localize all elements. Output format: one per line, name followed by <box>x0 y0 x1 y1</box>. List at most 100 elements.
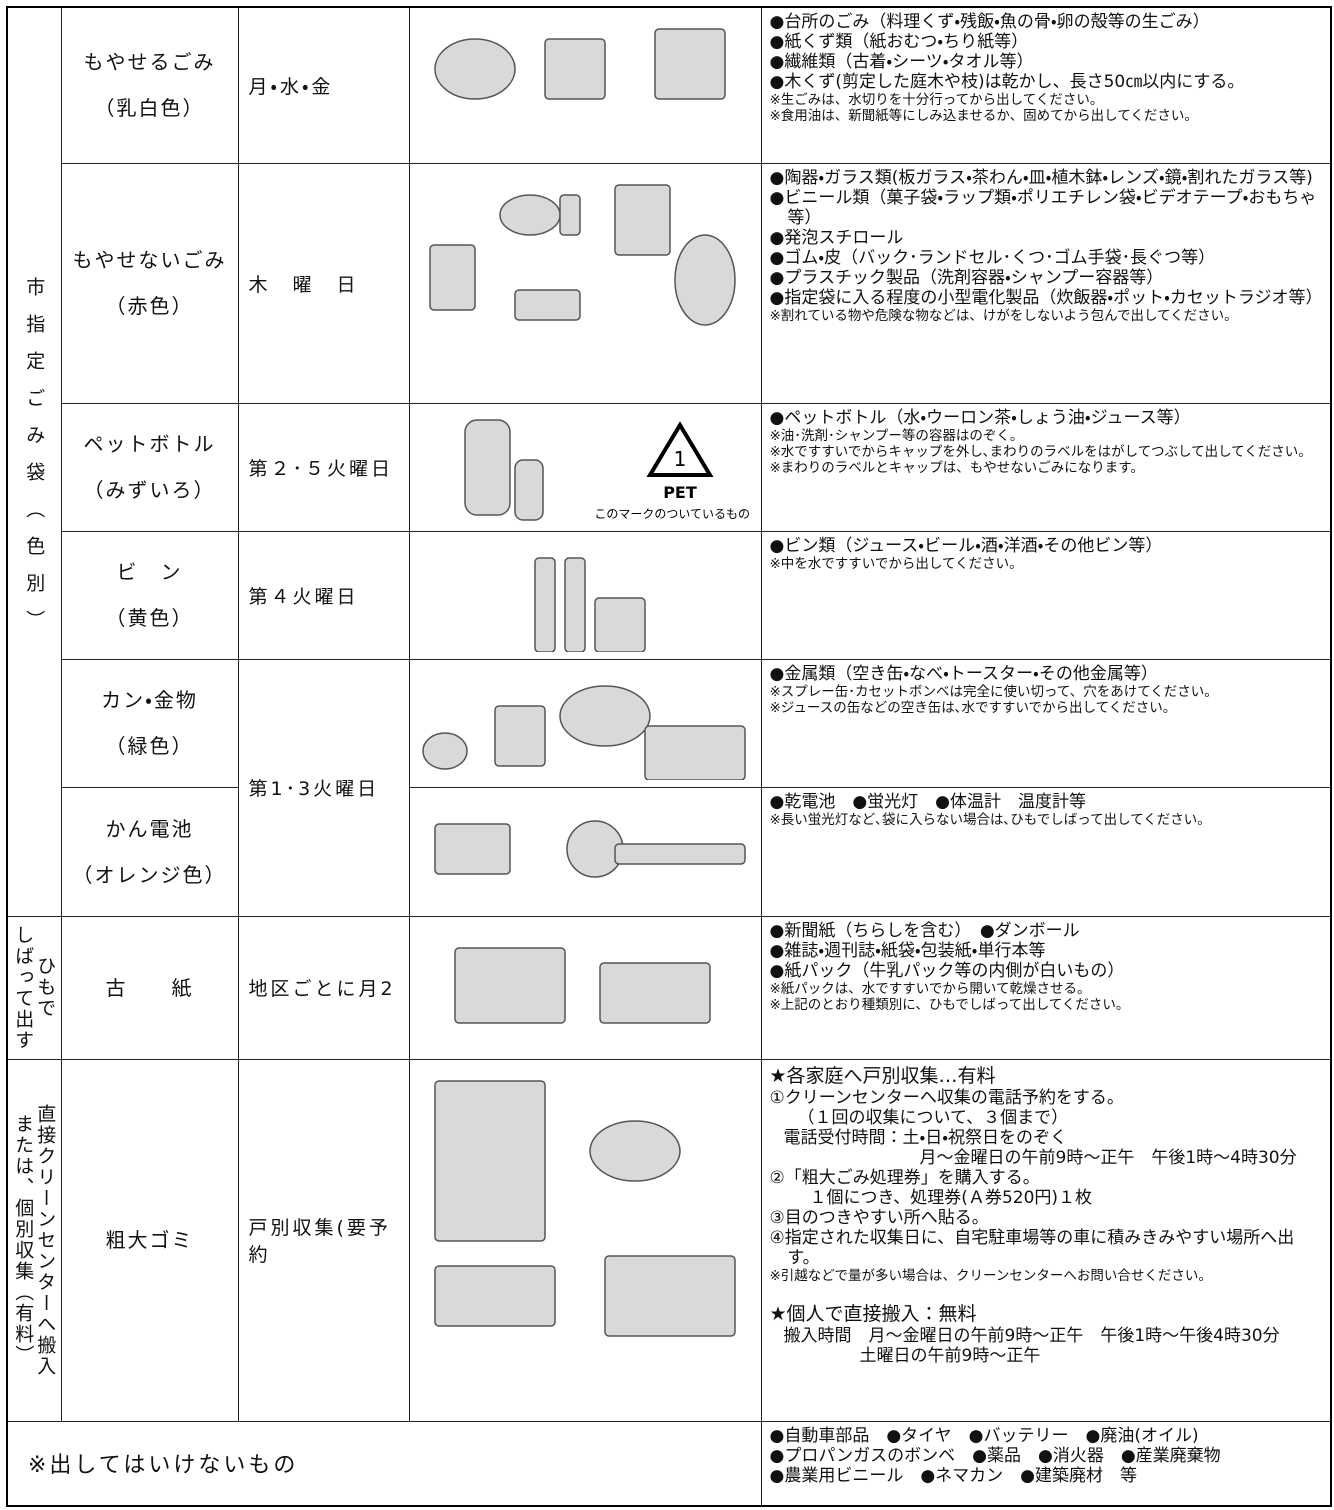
category-cell: かん電池 （オレンジ色） <box>60 786 239 917</box>
item: ②「粗大ごみ処理券」を購入する。 <box>769 1167 1040 1188</box>
category-cell: 古 紙 <box>60 915 239 1060</box>
illustration-part <box>674 234 736 326</box>
item: ④指定された収集日に、自宅駐車場等の車に積みきみやすい場所へ出す。 <box>769 1227 1295 1268</box>
table-row: 直接クリーンセンターへ搬入 または、個別収集（有料） 粗大ゴミ 戸別収集(要予約 ★各家… <box>6 1058 1332 1422</box>
note: ※紙パックは、水ですすいでから開いて乾燥させる。 <box>769 980 1091 997</box>
illustration-part <box>499 194 561 236</box>
category-cell: カン・金物 （緑色） <box>60 658 239 788</box>
illustration-part <box>494 705 546 767</box>
details: ●乾電池 ●蛍光灯 ●体温計 温度計等 ※長い蛍光灯など､袋に入らない場合は､ひも… <box>770 792 1325 828</box>
item: 月～金曜日の午前9時～正午 午後1時～4時30分 <box>919 1147 1297 1168</box>
illustration-cell <box>408 6 762 164</box>
note: ※食用油は、新聞紙等にしみ込ませるか、固めてから出してください。 <box>769 108 1198 124</box>
illustration-part <box>599 962 711 1024</box>
category-cell: ペットボトル （みずいろ） <box>60 402 239 532</box>
pet-number: 1 <box>674 447 687 471</box>
illustration-cell: 1 PET このマークのついているもの <box>408 402 762 532</box>
schedule: 木 曜 日 <box>248 273 359 296</box>
schedule-cell: 第1･3火曜日 <box>237 658 410 917</box>
note: ※割れている物や危険な物などは、けがをしないよう包んで出してください。 <box>769 307 1238 324</box>
details-cell: ●台所のごみ（料理くず・残飯・魚の骨・卵の殻等の生ごみ） ●紙くず類（紙おむつ・ち… <box>760 6 1332 164</box>
note: ※水ですすいでからキャップを外し､まわりのラベルをはがしてつぶして出してください… <box>769 443 1312 460</box>
details: ●台所のごみ（料理くず・残飯・魚の骨・卵の殻等の生ごみ） ●紙くず類（紙おむつ・ち… <box>770 12 1325 124</box>
table-row: ビ ン （黄色） 第４火曜日 ●ビン類（ジュース・ビール・酒・洋酒・その他ビン等） ※中… <box>7 530 1332 660</box>
illustration-part <box>544 38 606 100</box>
pet-label: PET <box>663 483 697 502</box>
footer-row: ※出してはいけないもの ●自動車部品 ●タイヤ ●バッテリー ●廃油(オイル) ●プ… <box>6 1420 1332 1507</box>
illustration-part <box>434 1080 546 1242</box>
illustration: 1 PET このマークのついているもの <box>464 419 750 521</box>
illustration-part <box>434 1265 556 1327</box>
group-label-line: 直接クリーンセンターへ搬入 <box>34 1103 57 1377</box>
illustration <box>454 947 711 1024</box>
items: ●金属類（空き缶・なべ・トースター・その他金属等） <box>770 664 1325 684</box>
notes: ※生ごみは、水切りを十分行ってから出してください。 ※食用油は、新聞紙等にしみ込ま… <box>770 92 1325 124</box>
items: ★各家庭へ戸別収集…有料 ①クリーンセンターへ収集の電話予約をする。 （１回の収集に… <box>770 1064 1325 1366</box>
item: ●プラスチック製品（洗剤容器・シャンプー容器等） <box>769 267 1164 288</box>
illustration-cell <box>408 1058 762 1422</box>
item: ●紙パック（牛乳パック等の内側が白いもの） <box>769 960 1125 981</box>
illustration-part <box>614 184 671 256</box>
garbage-table: 市指定ごみ袋（色別） もやせるごみ （乳白色） 月・水・金 ●台所のごみ（料理くず・残飯… <box>6 6 1332 1507</box>
item: ●新聞紙（ちらしを含む） ●ダンボール <box>769 920 1080 941</box>
group-label: 直接クリーンセンターへ搬入 または、個別収集（有料） <box>6 1058 62 1422</box>
bag-color: （赤色） <box>105 294 194 318</box>
footer-title: ※出してはいけないもの <box>28 1453 299 1479</box>
illustration-part <box>434 823 511 875</box>
details-cell: ●新聞紙（ちらしを含む） ●ダンボール ●雑誌・週刊誌・紙袋・包装紙・単行本等 ●紙… <box>760 915 1332 1060</box>
category-name: もやせるごみ <box>83 50 216 75</box>
bag-color: （乳白色） <box>94 96 205 121</box>
group-label: ひもで しばって出す <box>6 915 62 1060</box>
notes: ※中を水ですすいでから出してください。 <box>770 556 1325 572</box>
item: ●乾電池 ●蛍光灯 ●体温計 温度計等 <box>769 791 1087 812</box>
item: （１回の収集について、３個まで） <box>797 1107 1069 1128</box>
table-body: 市指定ごみ袋（色別） もやせるごみ （乳白色） 月・水・金 ●台所のごみ（料理くず・残飯… <box>6 6 1332 1507</box>
details: ●金属類（空き缶・なべ・トースター・その他金属等） ※スプレー缶･カセットボンベは… <box>770 664 1325 716</box>
schedule: 第４火曜日 <box>248 585 359 608</box>
item: ●雑誌・週刊誌・紙袋・包装紙・単行本等 <box>769 940 1046 961</box>
category-name: もやせないごみ <box>72 248 227 272</box>
item: １個につき、処理券(Ａ券520円)１枚 <box>809 1187 1093 1208</box>
category-cell: 粗大ゴミ <box>60 1058 239 1422</box>
table-row: ペットボトル （みずいろ） 第２･５火曜日 1 PET このマークのついているもの ●ペット… <box>7 402 1332 532</box>
illustration-part <box>559 685 651 747</box>
illustration-part <box>614 843 746 865</box>
item: ●陶器・ガラス類(板ガラス・茶わん・皿・植木鉢・レンズ・鏡・割れたガラス等) <box>769 167 1313 188</box>
item: ●ビン類（ジュース・ビール・酒・洋酒・その他ビン等） <box>769 535 1163 556</box>
illustration-part <box>434 38 516 100</box>
details-cell: ●金属類（空き缶・なべ・トースター・その他金属等） ※スプレー缶･カセットボンベは… <box>760 658 1332 788</box>
bag-color: （緑色） <box>105 734 194 758</box>
group-label-line: しばって出す <box>12 924 35 1051</box>
schedule: 第1･3火曜日 <box>248 778 380 800</box>
category-cell: もやせないごみ （赤色） <box>60 162 239 404</box>
table-row: ひもで しばって出す 古 紙 地区ごとに月2 ●新聞紙（ちらしを含む） ●ダンボール ●雑… <box>6 915 1332 1060</box>
note: ※中を水ですすいでから出してください。 <box>769 555 1023 572</box>
group-label-wrap: 市指定ごみ袋（色別） <box>8 277 61 647</box>
table-row: もやせないごみ （赤色） 木 曜 日 ●陶器・ガラス類(板ガラス・茶わん・皿・植木鉢・… <box>7 162 1332 404</box>
item: ●繊維類（古着・シーツ・タオル等） <box>769 52 1034 72</box>
schedule: 第２･５火曜日 <box>248 457 394 480</box>
schedule: 地区ごとに月2 <box>248 978 396 1000</box>
details: ●ペットボトル（水・ウーロン茶・しょう油・ジュース等） ※油･洗剤･シャンプー等の… <box>770 408 1325 476</box>
details: ●ビン類（ジュース・ビール・酒・洋酒・その他ビン等） ※中を水ですすいでから出して… <box>770 536 1325 572</box>
category-name: かん電池 <box>105 816 194 841</box>
table-row: カン・金物 （緑色） 第1･3火曜日 ●金属類（空き缶・なべ・トースター・その他金属等… <box>7 658 1332 917</box>
note: ※スプレー缶･カセットボンベは完全に使い切って、穴をあけてください。 <box>769 683 1218 700</box>
bag-color: （黄色） <box>105 606 194 630</box>
note: ※生ごみは、水切りを十分行ってから出してください。 <box>769 92 1104 108</box>
illustration-part <box>514 289 581 321</box>
illustration-cell <box>408 162 762 404</box>
item: 電話受付時間：土・日・祝祭日をのぞく <box>783 1127 1068 1148</box>
note: ※長い蛍光灯など､袋に入らない場合は､ひもでしばって出してください。 <box>769 811 1211 828</box>
note: ※まわりのラベルとキャップは、もやせないごみになります。 <box>769 459 1144 476</box>
group-label-line: または、個別収集（有料） <box>12 1114 35 1366</box>
illustration <box>434 28 726 100</box>
item: ●紙くず類（紙おむつ・ちり紙等） <box>769 32 1029 52</box>
illustration-part <box>464 419 511 516</box>
illustration-part <box>654 28 726 100</box>
illustration-part <box>604 1255 736 1337</box>
schedule-cell: 戸別収集(要予約 <box>237 1058 410 1422</box>
illustration-part <box>422 732 468 770</box>
category-name: ペットボトル <box>83 432 216 456</box>
items: ●ペットボトル（水・ウーロン茶・しょう油・ジュース等） <box>770 408 1325 428</box>
